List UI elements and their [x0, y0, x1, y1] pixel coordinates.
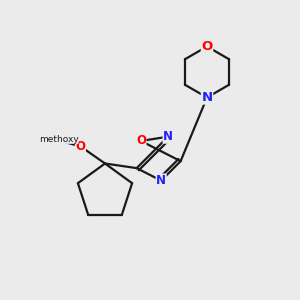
Text: methoxy: methoxy [39, 135, 79, 144]
Text: N: N [163, 130, 173, 143]
Text: O: O [136, 134, 146, 148]
Text: O: O [75, 140, 85, 153]
Text: N: N [201, 91, 213, 104]
Text: O: O [201, 40, 213, 53]
Text: N: N [156, 174, 166, 187]
